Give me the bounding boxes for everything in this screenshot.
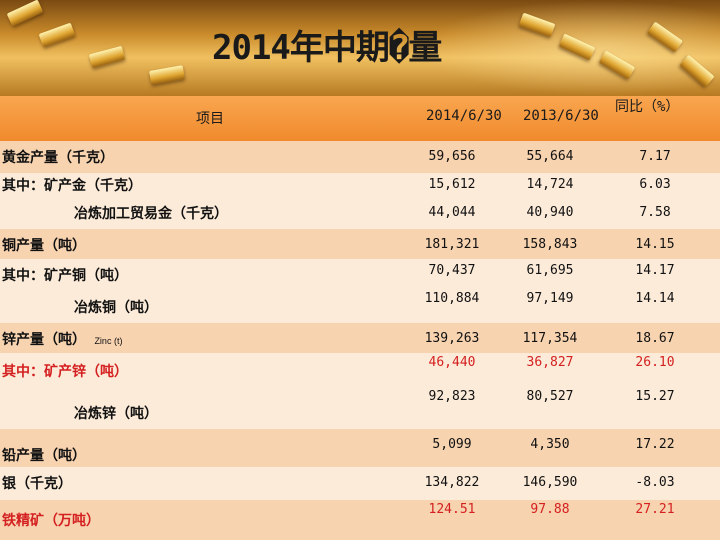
value-2014: 124.51 [428, 502, 476, 517]
value-yoy: 14.17 [635, 263, 675, 278]
row-label: 冶炼铜（吨） [74, 300, 158, 316]
value-yoy: -8.03 [635, 475, 675, 490]
row-label: 锌产量（吨） Zinc (t) [2, 329, 122, 349]
value-2014: 134,822 [424, 475, 480, 490]
value-yoy: 14.15 [635, 237, 675, 252]
header-2013: 2013/6/30 [523, 108, 599, 124]
table-row: 其中：矿产金（千克） 15,612 14,724 6.03 [0, 173, 720, 197]
value-2013: 36,827 [526, 355, 574, 370]
row-label: 冶炼锌（吨） [74, 406, 158, 422]
row-label: 银（千克） [2, 476, 72, 492]
row-label: 铜产量（吨） [2, 238, 86, 254]
value-2014: 59,656 [428, 149, 476, 164]
table-row: 冶炼加工贸易金（千克） 44,044 40,940 7.58 [0, 197, 720, 229]
value-2014: 46,440 [428, 355, 476, 370]
table-header: 项目 2014/6/30 2013/6/30 同比（%） [0, 96, 720, 141]
value-yoy: 17.22 [635, 437, 675, 452]
table-row: 其中：矿产锌（吨） 46,440 36,827 26.10 [0, 353, 720, 385]
value-yoy: 18.67 [635, 331, 675, 346]
value-yoy: 27.21 [635, 502, 675, 517]
value-2014: 110,884 [424, 291, 480, 306]
header-2014: 2014/6/30 [426, 108, 502, 124]
value-2014: 44,044 [428, 205, 476, 220]
row-label: 铅产量（吨） [2, 448, 86, 464]
value-2013: 61,695 [526, 263, 574, 278]
value-yoy: 6.03 [639, 177, 671, 192]
row-label: 其中：矿产金（千克） [2, 178, 142, 194]
table-row: 冶炼铜（吨） 110,884 97,149 14.14 [0, 287, 720, 323]
value-2013: 97,149 [526, 291, 574, 306]
value-yoy: 7.58 [639, 205, 671, 220]
value-2013: 117,354 [522, 331, 578, 346]
value-2013: 14,724 [526, 177, 574, 192]
gold-bar-image [88, 45, 126, 69]
value-2014: 92,823 [428, 389, 476, 404]
value-2013: 80,527 [526, 389, 574, 404]
value-2013: 158,843 [522, 237, 578, 252]
row-label: 铁精矿（万吨） [2, 513, 100, 529]
page-title: 2014年中期�量 [212, 28, 442, 68]
header-item: 项目 [196, 111, 224, 127]
value-yoy: 26.10 [635, 355, 675, 370]
gold-bar-image [149, 65, 185, 85]
table-row: 铁精矿（万吨） 124.51 97.88 27.21 [0, 500, 720, 540]
table-row: 其中：矿产铜（吨） 70,437 61,695 14.17 [0, 259, 720, 287]
value-2013: 146,590 [522, 475, 578, 490]
header-yoy: 同比（%） [615, 99, 680, 115]
gold-bar-image [38, 22, 76, 48]
gold-bar-image [6, 0, 44, 27]
row-label: 黄金产量（千克） [2, 150, 114, 166]
value-2013: 97.88 [530, 502, 570, 517]
gold-bars-banner [0, 0, 720, 96]
row-label-text: 锌产量（吨） [2, 332, 86, 348]
row-label: 冶炼加工贸易金（千克） [74, 206, 228, 222]
value-yoy: 15.27 [635, 389, 675, 404]
table-row: 银（千克） 134,822 146,590 -8.03 [0, 467, 720, 500]
row-label: 其中：矿产锌（吨） [2, 364, 128, 380]
table-row: 铜产量（吨） 181,321 158,843 14.15 [0, 229, 720, 259]
row-label: 其中：矿产铜（吨） [2, 268, 128, 284]
table-row: 铅产量（吨） 5,099 4,350 17.22 [0, 429, 720, 467]
value-2013: 40,940 [526, 205, 574, 220]
value-2014: 70,437 [428, 263, 476, 278]
value-2014: 15,612 [428, 177, 476, 192]
value-2013: 55,664 [526, 149, 574, 164]
value-2013: 4,350 [530, 437, 570, 452]
value-yoy: 7.17 [639, 149, 671, 164]
table-row: 黄金产量（千克） 59,656 55,664 7.17 [0, 141, 720, 173]
value-2014: 5,099 [432, 437, 472, 452]
value-2014: 181,321 [424, 237, 480, 252]
table-row: 冶炼锌（吨） 92,823 80,527 15.27 [0, 385, 720, 429]
value-2014: 139,263 [424, 331, 480, 346]
table-row: 锌产量（吨） Zinc (t) 139,263 117,354 18.67 [0, 323, 720, 353]
value-yoy: 14.14 [635, 291, 675, 306]
row-label-suffix: Zinc (t) [94, 336, 123, 346]
